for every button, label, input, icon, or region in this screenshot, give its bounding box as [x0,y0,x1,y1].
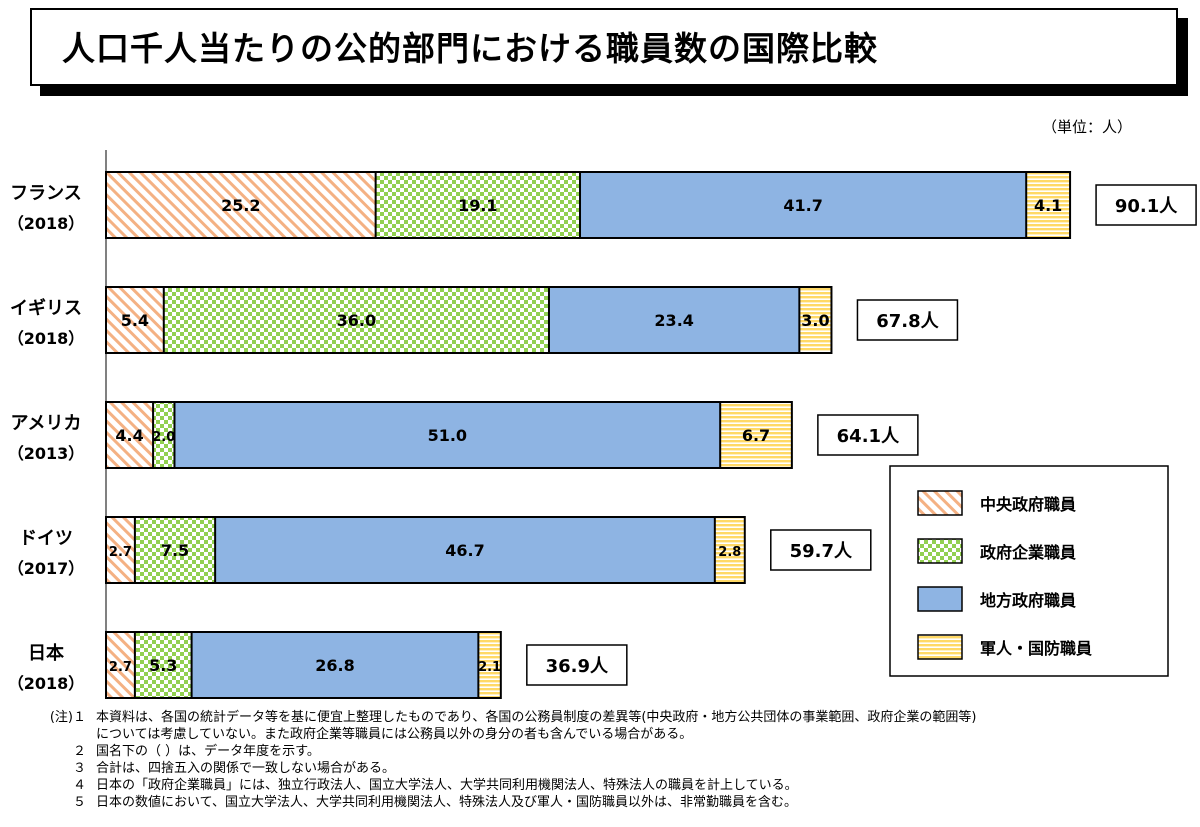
note-text: 国名下の（ ）は、データ年度を示す。 [96,744,320,759]
category-label: 日本 [28,642,64,664]
data-label: 6.7 [742,426,770,445]
total-label: 36.9人 [546,656,609,677]
data-label: 2.1 [478,660,501,675]
bar-segment [153,402,175,468]
note-number: ４ [72,778,86,793]
total-label: 67.8人 [876,311,939,332]
data-label: 36.0 [337,311,376,330]
total-box [817,414,919,456]
data-label: 5.4 [121,311,149,330]
bar-segment [106,517,135,583]
total-box [526,644,628,686]
unit-label: （単位：人） [1041,118,1132,136]
note-number: ３ [72,761,86,776]
data-label: 2.0 [152,430,175,445]
data-label: 2.7 [109,545,132,560]
bar-segment [134,517,216,583]
total-label: 64.1人 [837,426,900,447]
bar-segment [174,402,721,468]
bar-segment [478,632,501,698]
note-line: (注)１ 本資料は、各国の統計データ等を基に便宜上整理したものであり、各国の公務員… [34,709,1164,726]
category-year: （2017） [8,559,85,578]
category-label: イギリス [10,298,82,319]
notes: (注)１ 本資料は、各国の統計データ等を基に便宜上整理したものであり、各国の公務員… [34,709,1164,811]
total-box [770,529,872,571]
category-label: アメリカ [10,413,81,434]
title-box: 人口千人当たりの公的部門における職員数の国際比較 [30,8,1178,86]
data-label: 5.3 [149,656,177,675]
note-number: ５ [72,795,86,810]
bar-segment [714,517,745,583]
bar-segment [106,632,135,698]
data-label: 4.4 [115,426,143,445]
data-label: 41.7 [783,196,822,215]
category-year: （2018） [8,329,85,348]
legend-label: 中央政府職員 [980,495,1076,514]
data-label: 2.7 [109,660,132,675]
total-box [1095,184,1197,226]
bar-segment [106,402,154,468]
data-label: 51.0 [428,426,467,445]
note-number: ２ [72,744,86,759]
total-box [856,299,959,341]
bar-segment [163,287,549,353]
bar-segment [1026,172,1071,238]
legend-label: 政府企業職員 [980,543,1076,562]
total-label: 59.7人 [790,541,853,562]
note-text: 本資料は、各国の統計データ等を基に便宜上整理したものであり、各国の公務員制度の差… [96,710,977,725]
note-line: ５ 日本の数値において、国立大学法人、大学共同利用機関法人、特殊法人及び軍人・国防… [34,794,1164,811]
legend-swatch [917,490,963,516]
bar-segment [215,517,715,583]
category-label: ドイツ [19,528,73,549]
legend-label: 地方政府職員 [980,591,1076,610]
note-text: 日本の「政府企業職員」には、独立行政法人、国立大学法人、大学共同利用機関法人、特… [96,778,798,793]
total-label: 90.1人 [1115,196,1178,217]
data-label: 46.7 [445,541,484,560]
bar-segment [191,632,479,698]
bar-segment [375,172,581,238]
legend-swatch [917,586,963,612]
category-year: （2018） [8,674,85,693]
data-label: 4.1 [1034,196,1062,215]
note-text: 日本の数値において、国立大学法人、大学共同利用機関法人、特殊法人及び軍人・国防職… [96,795,797,810]
bar-segment [548,287,800,353]
data-label: 23.4 [654,311,693,330]
data-label: 2.8 [718,545,741,560]
bar-segment [799,287,832,353]
data-label: 7.5 [161,541,189,560]
legend-swatch [917,634,963,660]
category-year: （2018） [8,214,85,233]
bar-segment [106,287,164,353]
legend-swatch [917,538,963,564]
note-line: ４ 日本の「政府企業職員」には、独立行政法人、国立大学法人、大学共同利用機関法人、… [34,777,1164,794]
labels-layer: 25.2 19.1 41.7 4.1 90.1人 フランス （2018） 5.4 36.0 23.… [8,183,1197,693]
note-line: については考慮していない。また政府企業等職員には公務員以外の身分の者も含んでいる… [34,726,1164,743]
bars-layer [105,171,1072,699]
data-label: 19.1 [458,196,497,215]
category-year: （2013） [8,444,85,463]
data-label: 3.0 [801,311,829,330]
bar-segment [106,172,376,238]
note-number: (注)１ [49,710,86,725]
data-label: 26.8 [315,656,354,675]
note-line: ３ 合計は、四捨五入の関係で一致しない場合がある。 [34,760,1164,777]
category-label: フランス [10,183,82,204]
bar-segment [134,632,192,698]
chart-title: 人口千人当たりの公的部門における職員数の国際比較 [62,29,878,68]
note-text: については考慮していない。また政府企業等職員には公務員以外の身分の者も含んでいる… [96,727,693,742]
note-line: ２ 国名下の（ ）は、データ年度を示す。 [34,743,1164,760]
data-label: 25.2 [221,196,260,215]
bar-segment [580,172,1027,238]
legend-label: 軍人・国防職員 [980,639,1092,658]
bar-segment [720,402,792,468]
note-text: 合計は、四捨五入の関係で一致しない場合がある。 [96,761,396,776]
